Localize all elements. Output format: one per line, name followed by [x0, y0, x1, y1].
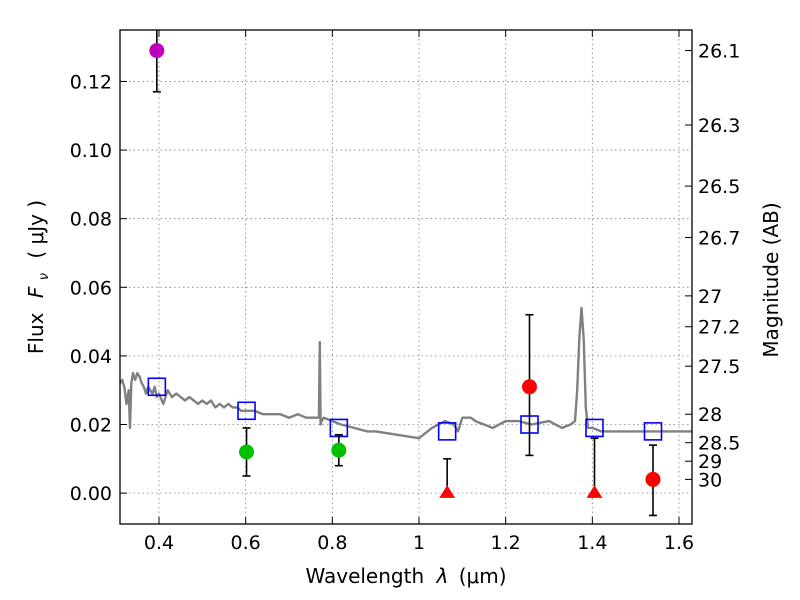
plot-frame: [119, 29, 693, 525]
y2-tick-label: 29: [698, 451, 722, 473]
green-point: [331, 442, 347, 458]
red-point: [645, 471, 661, 487]
y2-tick-label: 27: [698, 286, 722, 308]
x-tick-label: 1.6: [664, 532, 694, 554]
y2-tick-label: 26.7: [698, 228, 740, 250]
observed-series: [149, 30, 661, 517]
model-square-marker: [237, 401, 256, 421]
y-tick-label: 0.10: [70, 140, 112, 162]
model-square-marker: [147, 377, 167, 397]
y-axis-label: Flux F ν ( μJy ): [24, 200, 53, 354]
y-tick-label: 0.04: [70, 346, 112, 368]
model-square-marker: [643, 422, 663, 441]
x-tick-label: 1.2: [491, 532, 521, 554]
magenta-point: [149, 43, 165, 59]
x-tick-label: 1: [413, 532, 425, 554]
green-point: [239, 444, 255, 460]
y-tick-label: 0.00: [70, 483, 112, 505]
y-tick-label: 0.02: [70, 415, 112, 437]
spectrum-series: [118, 306, 692, 440]
grid: [120, 30, 692, 524]
x-tick-label: 0.6: [231, 532, 261, 554]
spectrum-line: [118, 306, 692, 440]
x-tick-label: 1.4: [577, 532, 607, 554]
axis-ticks: 0.4 0.6 0.8 1 1.2 1.4 1.6 0.00 0.02 0.04 0.06 0.08 0…: [70, 30, 740, 554]
model-square-marker: [437, 422, 457, 441]
y2-tick-label: 27.2: [698, 317, 740, 339]
red-point: [522, 379, 537, 395]
x-axis-label: Wavelength λ (μm): [305, 564, 506, 588]
y2-axis-label: Magnitude (AB): [759, 202, 783, 357]
y2-tick-label: 26.3: [698, 115, 740, 137]
y2-tick-label: 27.5: [698, 356, 740, 378]
y2-tick-label: 30: [698, 469, 722, 491]
y2-tick-label: 26.1: [698, 41, 740, 63]
model-square-marker: [585, 418, 604, 438]
red-upper-limit: [439, 485, 456, 498]
y2-tick-label: 26.5: [698, 176, 740, 198]
y2-tick-label: 28.5: [698, 433, 740, 455]
x-tick-label: 0.4: [144, 532, 174, 554]
red-upper-limit: [586, 485, 603, 498]
y2-tick-label: 28: [698, 404, 722, 426]
x-tick-label: 0.8: [317, 532, 347, 554]
y-tick-label: 0.06: [70, 277, 112, 299]
y-tick-label: 0.08: [70, 209, 112, 231]
y-tick-label: 0.12: [70, 71, 112, 93]
